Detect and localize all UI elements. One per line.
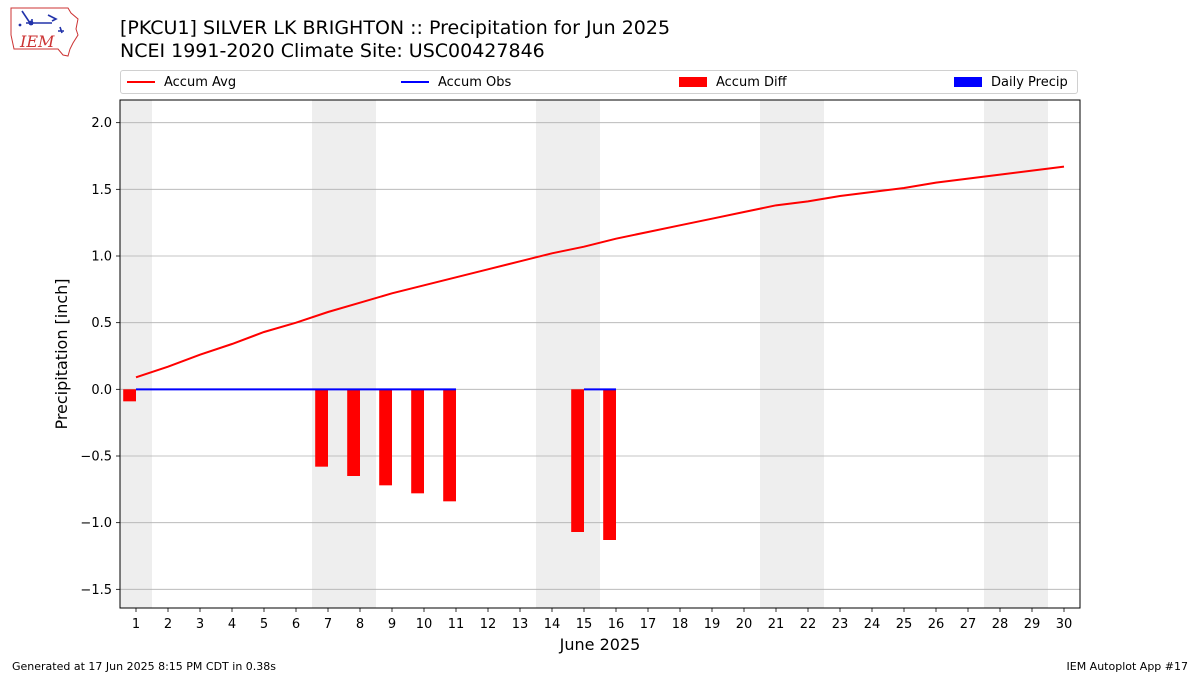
chart-legend: Accum Avg Accum Obs Accum Diff Daily Pre…	[120, 70, 1078, 94]
x-tick-label: 15	[576, 617, 593, 632]
chart-title: [PKCU1] SILVER LK BRIGHTON :: Precipitat…	[120, 17, 671, 39]
plot-frame	[119, 99, 1081, 609]
legend-swatch-accum-obs	[401, 81, 429, 83]
y-tick-label: 0.0	[91, 383, 112, 398]
legend-item-daily-precip: Daily Precip	[954, 71, 1068, 93]
y-axis-label: Precipitation [inch]	[52, 278, 71, 429]
x-tick-label: 18	[672, 617, 689, 632]
x-tick-label: 11	[448, 617, 465, 632]
bar-accum-diff	[603, 389, 616, 540]
x-tick-label: 12	[480, 617, 497, 632]
x-tick-label: 20	[736, 617, 753, 632]
y-tick-label: −1.0	[80, 516, 112, 531]
x-tick-label: 23	[832, 617, 849, 632]
x-tick-label: 26	[928, 617, 945, 632]
x-tick-label: 21	[768, 617, 785, 632]
y-tick-label: 1.5	[91, 183, 112, 198]
bar-accum-diff	[347, 389, 360, 476]
x-tick-label: 5	[260, 617, 268, 632]
legend-item-accum-diff: Accum Diff	[679, 71, 787, 93]
legend-swatch-accum-diff	[679, 77, 707, 87]
x-tick-label: 8	[356, 617, 364, 632]
x-tick-label: 24	[864, 617, 881, 632]
weekend-shade	[760, 100, 824, 608]
y-tick-label: 0.5	[91, 316, 112, 331]
bar-accum-diff	[443, 389, 456, 502]
line-accum-avg	[135, 165, 1065, 379]
x-axis-label: June 2025	[559, 635, 641, 654]
x-tick-label: 2	[164, 617, 172, 632]
x-tick-label: 3	[196, 617, 204, 632]
legend-label: Accum Avg	[164, 74, 237, 90]
bar-accum-diff	[571, 389, 584, 532]
x-tick-label: 4	[228, 617, 236, 632]
x-tick-label: 22	[800, 617, 817, 632]
weekend-shade	[536, 100, 600, 608]
weekend-shade	[984, 100, 1048, 608]
x-tick-label: 19	[704, 617, 721, 632]
bar-accum-diff	[379, 389, 392, 486]
legend-label: Daily Precip	[991, 74, 1068, 90]
y-tick-label: −1.5	[80, 583, 112, 598]
legend-swatch-daily-precip	[954, 77, 982, 87]
x-tick-label: 7	[324, 617, 332, 632]
x-tick-label: 30	[1056, 617, 1073, 632]
logo-text: IEM	[19, 32, 55, 51]
x-tick-label: 27	[960, 617, 977, 632]
x-tick-label: 1	[132, 617, 140, 632]
legend-label: Accum Obs	[438, 74, 512, 90]
bar-accum-diff	[315, 389, 328, 467]
x-tick-label: 16	[608, 617, 625, 632]
bar-accum-diff	[411, 389, 424, 494]
iem-logo: IEM	[10, 7, 79, 57]
x-tick-label: 13	[512, 617, 529, 632]
x-tick-label: 6	[292, 617, 300, 632]
generated-timestamp: Generated at 17 Jun 2025 8:15 PM CDT in …	[12, 660, 277, 673]
weekend-shade	[312, 100, 376, 608]
legend-item-accum-obs: Accum Obs	[401, 71, 511, 93]
y-tick-label: 1.0	[91, 250, 112, 265]
x-tick-label: 29	[1024, 617, 1041, 632]
legend-item-accum-avg: Accum Avg	[127, 71, 236, 93]
x-tick-label: 10	[416, 617, 433, 632]
app-credit: IEM Autoplot App #17	[1066, 660, 1189, 673]
legend-swatch-accum-avg	[127, 81, 155, 83]
x-tick-label: 14	[544, 617, 561, 632]
y-tick-label: −0.5	[80, 450, 112, 465]
iowa-state-outline-icon	[10, 7, 79, 57]
bar-accum-diff	[123, 389, 136, 402]
y-tick-label: 2.0	[91, 116, 112, 131]
x-tick-label: 28	[992, 617, 1009, 632]
chart-subtitle: NCEI 1991-2020 Climate Site: USC00427846	[120, 40, 545, 62]
x-tick-label: 9	[388, 617, 396, 632]
weekend-shade	[120, 100, 152, 608]
legend-label: Accum Diff	[716, 74, 787, 90]
x-tick-label: 17	[640, 617, 657, 632]
x-tick-label: 25	[896, 617, 913, 632]
